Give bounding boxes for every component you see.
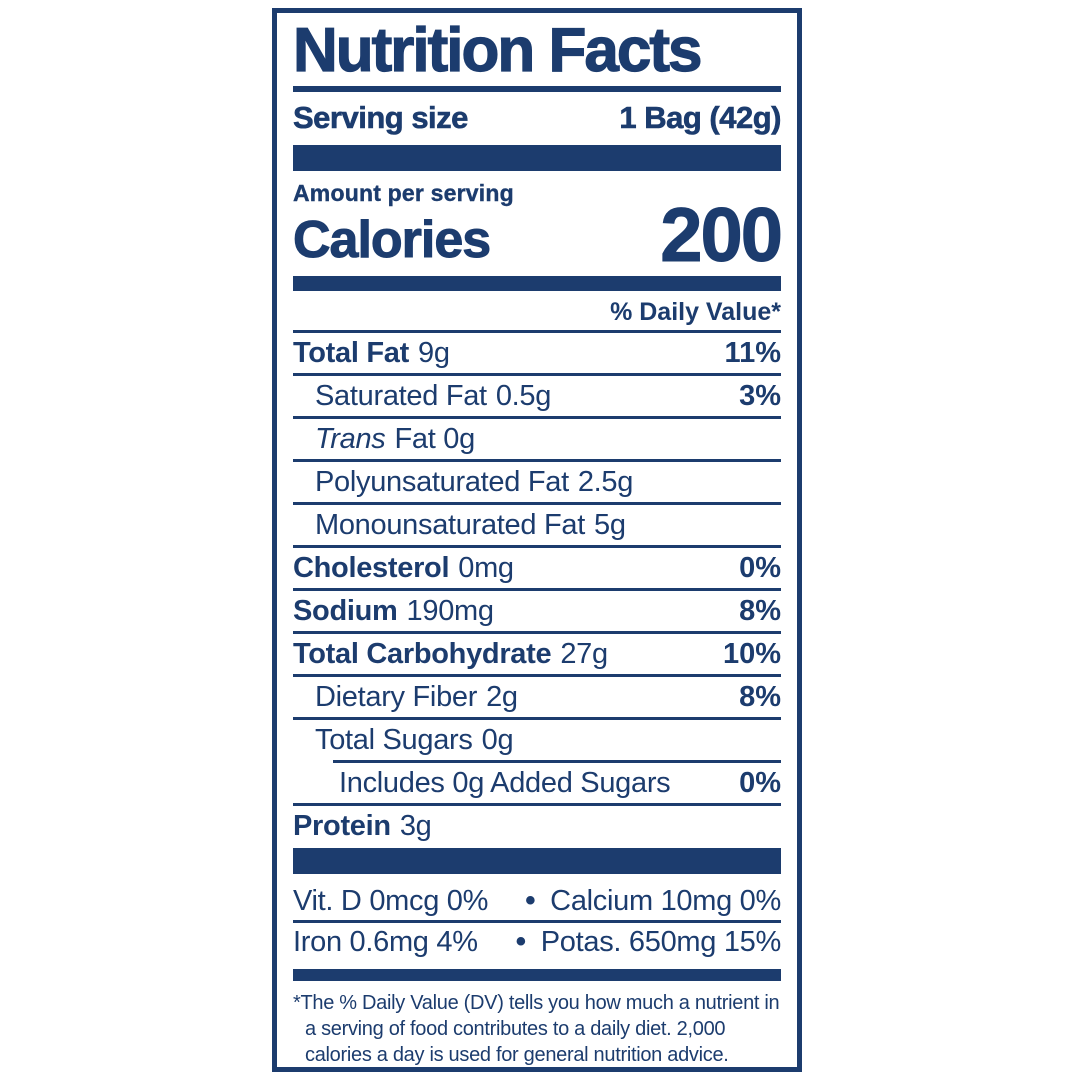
divider-indented — [333, 760, 781, 763]
micronutrient-row-2: Iron 0.6mg 4% • Potas. 650mg 15% — [293, 923, 781, 961]
nutrient-amount: 2g — [486, 681, 518, 713]
micro-vitamin-d: Vit. D 0mcg 0% — [293, 885, 489, 917]
serving-size-row: Serving size 1 Bag (42g) — [293, 99, 782, 137]
divider — [293, 674, 781, 677]
nutrient-name: Dietary Fiber — [315, 681, 478, 713]
divider — [293, 803, 781, 806]
nutrient-row-saturated-fat: Saturated Fat 0.5g 3% — [293, 376, 781, 416]
nutrient-dv: 3% — [739, 380, 781, 412]
nutrient-dv: 8% — [739, 595, 781, 627]
nutrient-amount: 0g — [481, 724, 514, 756]
nutrient-amount: 2.5g — [577, 466, 634, 498]
divider — [293, 459, 781, 462]
nutrient-row-trans-fat: Trans Fat 0g — [293, 419, 781, 459]
section-bar-bottom — [293, 969, 781, 981]
nutrient-amount: 27g — [560, 638, 608, 670]
calories-row: Calories 200 — [292, 193, 784, 278]
daily-value-header: % Daily Value* — [610, 298, 781, 326]
nutrient-row-total-sugars: Total Sugars 0g — [293, 720, 781, 760]
nutrient-row-cholesterol: Cholesterol 0mg 0% — [293, 548, 781, 588]
divider — [293, 416, 781, 419]
section-bar-protein — [293, 848, 781, 874]
micronutrient-row-1: Vit. D 0mcg 0% • Calcium 10mg 0% — [293, 882, 781, 920]
nutrient-amount: 0mg — [458, 552, 514, 584]
divider — [293, 631, 781, 634]
bullet-separator-icon: • — [515, 925, 527, 958]
divider — [293, 545, 781, 548]
daily-value-footnote: *The % Daily Value (DV) tells you how mu… — [293, 990, 781, 1067]
micro-calcium: Calcium 10mg 0% — [550, 885, 781, 917]
nutrient-amount: 9g — [417, 337, 450, 369]
nutrient-dv: 0% — [739, 767, 781, 799]
nutrient-dv: 8% — [739, 681, 781, 713]
footnote-line-3: calories a day is used for general nutri… — [305, 1044, 729, 1066]
divider — [293, 373, 781, 376]
nutrient-dv: 11% — [724, 337, 781, 369]
section-bar-top — [293, 145, 781, 171]
nutrient-amount: 0.5g — [495, 380, 552, 412]
micro-potassium: Potas. 650mg 15% — [540, 926, 782, 958]
footnote-line-1: *The % Daily Value (DV) tells you how mu… — [293, 992, 780, 1014]
nutrient-row-polyunsaturated-fat: Polyunsaturated Fat 2.5g — [293, 462, 781, 502]
nutrient-name: Saturated Fat — [315, 380, 487, 412]
footnote-line-2: a serving of food contributes to a daily… — [305, 1018, 726, 1040]
nutrient-name: Total Fat — [293, 337, 409, 369]
divider — [293, 502, 781, 505]
nutrient-name: Total Carbohydrate — [293, 638, 552, 670]
nutrient-row-monounsaturated-fat: Monounsaturated Fat 5g — [293, 505, 781, 545]
label-title: Nutrition Facts — [292, 16, 703, 85]
nutrient-amount: 190mg — [406, 595, 494, 627]
calories-label: Calories — [292, 211, 491, 270]
nutrient-dv: 10% — [722, 638, 781, 670]
amount-per-serving-label: Amount per serving — [293, 180, 514, 206]
nutrition-facts-label: Nutrition Facts Serving size 1 Bag (42g)… — [272, 8, 802, 1072]
divider — [293, 920, 781, 923]
nutrient-row-sodium: Sodium 190mg 8% — [293, 591, 781, 631]
nutrient-name: Sodium — [293, 595, 398, 627]
section-bar-calories — [293, 276, 781, 291]
divider — [293, 717, 781, 720]
nutrient-row-total-carbohydrate: Total Carbohydrate 27g 10% — [293, 634, 781, 674]
nutrient-dv: 0% — [739, 552, 781, 584]
nutrient-row-protein: Protein 3g — [293, 806, 781, 846]
nutrient-name: Trans — [315, 423, 386, 455]
nutrient-row-added-sugars: Includes 0g Added Sugars 0% — [293, 763, 781, 803]
nutrient-row-dietary-fiber: Dietary Fiber 2g 8% — [293, 677, 781, 717]
nutrient-name: Includes 0g Added Sugars — [339, 767, 671, 799]
nutrient-name: Cholesterol — [293, 552, 450, 584]
divider — [293, 330, 781, 333]
nutrient-name: Total Sugars — [315, 724, 473, 756]
nutrient-name: Polyunsaturated Fat — [315, 466, 569, 498]
nutrient-amount: Fat 0g — [394, 423, 475, 455]
micro-iron: Iron 0.6mg 4% — [293, 926, 478, 958]
nutrient-name: Protein — [293, 810, 391, 842]
nutrient-name: Monounsaturated Fat — [315, 509, 585, 541]
title-divider — [293, 86, 781, 92]
divider — [293, 588, 781, 591]
calories-value: 200 — [660, 193, 784, 278]
nutrient-amount: 5g — [593, 509, 626, 541]
bullet-separator-icon: • — [525, 884, 536, 917]
serving-size-value: 1 Bag (42g) — [619, 100, 782, 136]
nutrient-row-total-fat: Total Fat 9g 11% — [293, 333, 781, 373]
nutrient-amount: 3g — [399, 810, 432, 842]
serving-size-label: Serving size — [293, 100, 469, 136]
